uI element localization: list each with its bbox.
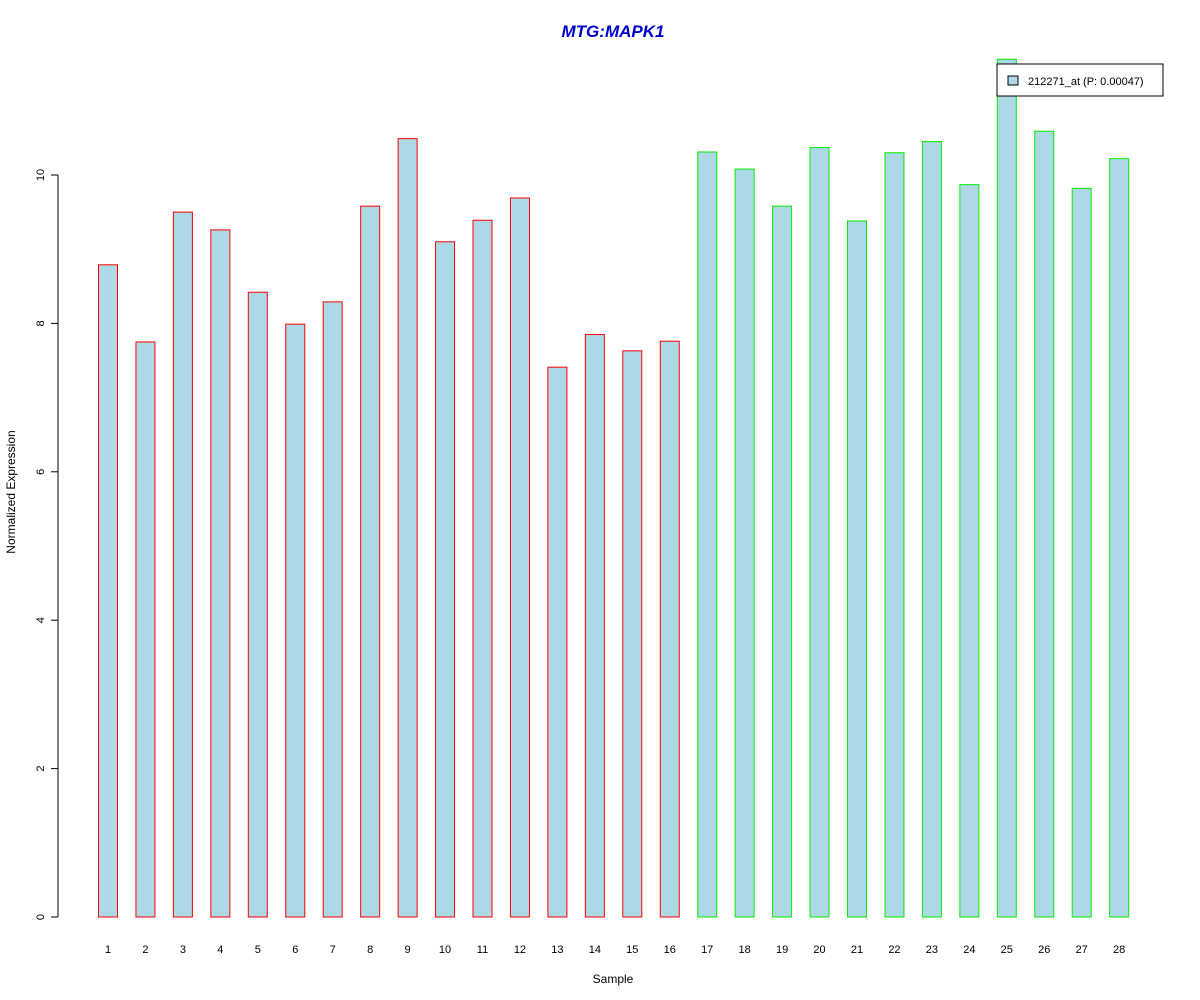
x-tick-label: 25	[1001, 944, 1013, 956]
y-tick-label: 6	[35, 469, 47, 475]
bar-sample-14	[584, 334, 605, 918]
y-tick-label: 2	[35, 766, 47, 772]
y-axis: 0 2 4 6 8 10	[35, 169, 59, 920]
bar-sample-22	[884, 152, 905, 918]
x-tick-label: 16	[664, 944, 676, 956]
bars	[98, 58, 1130, 918]
x-tick-label: 15	[626, 944, 638, 956]
x-tick-label: 27	[1076, 944, 1088, 956]
x-tick-label: 17	[701, 944, 713, 956]
bar-sample-5	[247, 291, 268, 918]
bar-sample-19	[772, 205, 793, 918]
bar-sample-17	[697, 151, 718, 918]
bar-sample-24	[959, 184, 980, 918]
x-tick-label: 18	[739, 944, 751, 956]
x-tick-label: 24	[963, 944, 975, 956]
legend-swatch	[1007, 75, 1019, 86]
x-tick-label: 4	[217, 944, 223, 956]
bar-sample-10	[435, 241, 456, 918]
bar-sample-26	[1034, 130, 1055, 918]
x-axis-label: Sample	[593, 972, 634, 986]
x-tick-label: 23	[926, 944, 938, 956]
y-tick-label: 10	[35, 169, 47, 181]
bar-sample-25	[996, 58, 1017, 918]
x-tick-label: 19	[776, 944, 788, 956]
x-tick-label: 20	[813, 944, 825, 956]
x-tick-label: 3	[180, 944, 186, 956]
x-tick-label: 1	[105, 944, 111, 956]
bar-sample-8	[360, 205, 381, 918]
x-tick-label: 6	[292, 944, 298, 956]
bar-sample-4	[210, 229, 231, 918]
legend-label: 212271_at (P: 0.00047)	[1028, 76, 1144, 88]
x-tick-label: 22	[888, 944, 900, 956]
bar-sample-21	[847, 220, 867, 918]
x-tick-label: 5	[255, 944, 261, 956]
y-tick-label: 0	[35, 914, 47, 920]
legend: 212271_at (P: 0.00047)	[996, 63, 1164, 97]
x-tick-label: 7	[330, 944, 336, 956]
bar-sample-7	[322, 301, 343, 918]
chart-title: MTG:MAPK1	[562, 22, 665, 41]
bar-sample-9	[397, 138, 418, 918]
bar-sample-1	[98, 264, 118, 918]
bar-sample-12	[509, 197, 530, 918]
x-tick-label: 28	[1113, 944, 1125, 956]
bar-sample-3	[172, 211, 193, 918]
x-tick-label: 13	[551, 944, 563, 956]
bar-sample-11	[472, 219, 493, 918]
bar-sample-6	[285, 323, 306, 918]
bar-sample-15	[622, 350, 643, 918]
bar-sample-23	[921, 141, 942, 918]
legend-box	[996, 63, 1164, 97]
x-tick-label: 9	[405, 944, 411, 956]
bar-sample-28	[1109, 158, 1130, 918]
bar-sample-18	[734, 168, 755, 918]
y-axis-label: Normalized Expression	[4, 430, 18, 553]
x-tick-label: 26	[1038, 944, 1050, 956]
bar-sample-16	[659, 340, 680, 918]
bar-sample-20	[809, 147, 830, 918]
x-tick-label: 2	[142, 944, 148, 956]
x-tick-label: 10	[439, 944, 451, 956]
bar-sample-13	[547, 366, 568, 918]
x-tick-label: 21	[851, 944, 863, 956]
y-tick-label: 4	[35, 617, 47, 623]
x-tick-labels: 1 2 3 4 5 6 7 8 9 10 11 12 13 14 15 16 17 18 19 20 21 22 23 24 2…	[105, 944, 1125, 956]
x-tick-label: 14	[589, 944, 601, 956]
x-tick-label: 12	[514, 944, 526, 956]
x-tick-label: 8	[367, 944, 373, 956]
x-tick-label: 11	[477, 944, 488, 956]
y-tick-label: 8	[35, 320, 47, 326]
bar-sample-27	[1071, 187, 1092, 918]
bar-sample-2	[135, 341, 156, 918]
